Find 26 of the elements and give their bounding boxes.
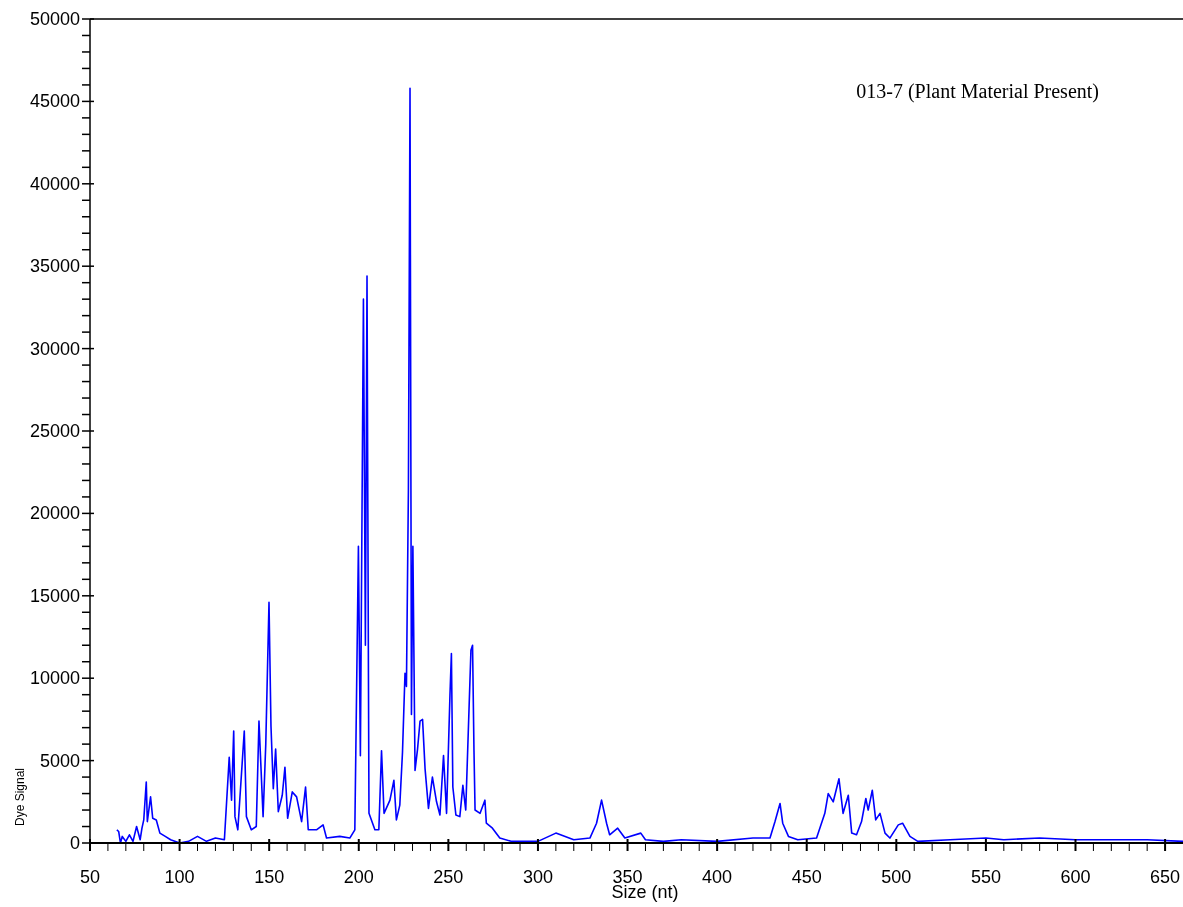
y-axis-title: Dye Signal: [13, 767, 27, 828]
text: 013-7 (Plant Material Present): [856, 80, 1099, 103]
y-tick-label: 40000: [29, 173, 80, 194]
y-tick-label: 25000: [29, 421, 80, 441]
x-axis-title: Size (nt): [611, 882, 679, 902]
y-tick-label: 30000: [29, 338, 80, 359]
x-tick-label: 600: [1060, 867, 1091, 887]
x-tick-label: 250: [433, 867, 464, 887]
x-tick-label: 100: [164, 867, 195, 887]
y-tick-label: 45000: [29, 91, 80, 112]
y-tick-label: 0: [69, 833, 80, 853]
x-tick-label: 50: [79, 867, 101, 887]
x-tick-label: 150: [254, 867, 285, 887]
y-tick-label: 5000: [39, 750, 80, 771]
x-tick-label: 500: [881, 867, 912, 887]
x-tick-label: 400: [702, 867, 733, 887]
y-tick-label: 50000: [29, 9, 80, 29]
x-tick-label: 450: [791, 867, 822, 887]
x-tick-label: 650: [1150, 867, 1181, 887]
y-tick-label: 10000: [29, 668, 80, 689]
x-tick-label: 550: [970, 867, 1001, 887]
y-tick-label: 15000: [29, 585, 80, 606]
y-tick-label: 20000: [29, 503, 80, 524]
x-tick-label: 200: [343, 867, 374, 887]
y-tick-label: 35000: [29, 256, 80, 277]
x-tick-label: 300: [522, 867, 553, 887]
